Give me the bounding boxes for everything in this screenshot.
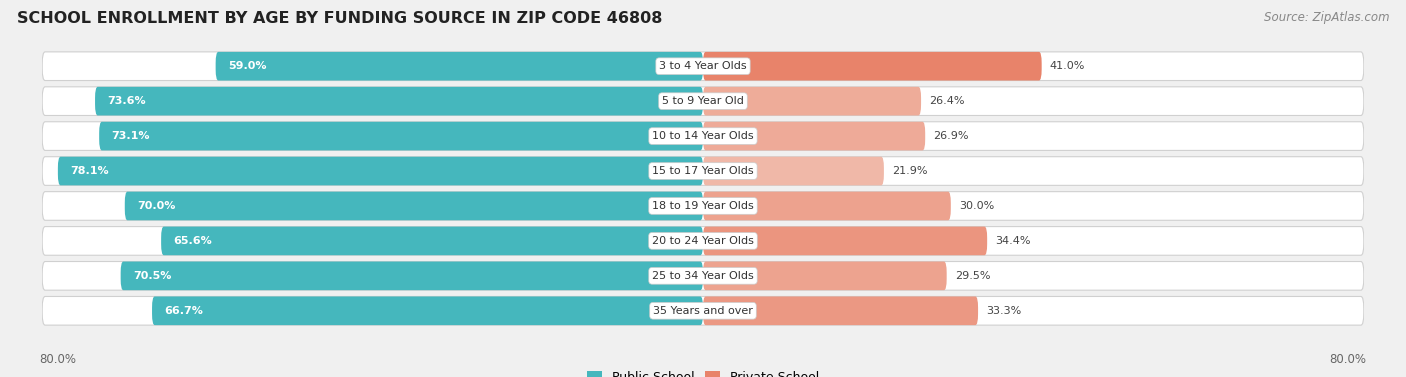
FancyBboxPatch shape [42, 52, 1364, 81]
Text: 29.5%: 29.5% [955, 271, 990, 281]
Text: 5 to 9 Year Old: 5 to 9 Year Old [662, 96, 744, 106]
FancyBboxPatch shape [42, 227, 1364, 255]
FancyBboxPatch shape [703, 87, 921, 115]
FancyBboxPatch shape [42, 192, 1364, 220]
FancyBboxPatch shape [703, 52, 1042, 81]
Text: 10 to 14 Year Olds: 10 to 14 Year Olds [652, 131, 754, 141]
FancyBboxPatch shape [42, 122, 1364, 150]
FancyBboxPatch shape [703, 262, 946, 290]
Text: 35 Years and over: 35 Years and over [652, 306, 754, 316]
FancyBboxPatch shape [703, 296, 979, 325]
Legend: Public School, Private School: Public School, Private School [582, 366, 824, 377]
Text: 3 to 4 Year Olds: 3 to 4 Year Olds [659, 61, 747, 71]
Text: 80.0%: 80.0% [1330, 353, 1367, 366]
Text: Source: ZipAtlas.com: Source: ZipAtlas.com [1264, 11, 1389, 24]
Text: 59.0%: 59.0% [228, 61, 267, 71]
FancyBboxPatch shape [42, 262, 1364, 290]
Text: 26.9%: 26.9% [934, 131, 969, 141]
FancyBboxPatch shape [152, 296, 703, 325]
FancyBboxPatch shape [58, 157, 703, 185]
Text: 80.0%: 80.0% [39, 353, 76, 366]
Text: 20 to 24 Year Olds: 20 to 24 Year Olds [652, 236, 754, 246]
Text: 25 to 34 Year Olds: 25 to 34 Year Olds [652, 271, 754, 281]
Text: 66.7%: 66.7% [165, 306, 204, 316]
Text: 41.0%: 41.0% [1050, 61, 1085, 71]
FancyBboxPatch shape [125, 192, 703, 220]
FancyBboxPatch shape [100, 122, 703, 150]
FancyBboxPatch shape [215, 52, 703, 81]
Text: 15 to 17 Year Olds: 15 to 17 Year Olds [652, 166, 754, 176]
FancyBboxPatch shape [162, 227, 703, 255]
FancyBboxPatch shape [96, 87, 703, 115]
Text: 73.6%: 73.6% [107, 96, 146, 106]
Text: SCHOOL ENROLLMENT BY AGE BY FUNDING SOURCE IN ZIP CODE 46808: SCHOOL ENROLLMENT BY AGE BY FUNDING SOUR… [17, 11, 662, 26]
Text: 70.5%: 70.5% [134, 271, 172, 281]
FancyBboxPatch shape [703, 122, 925, 150]
FancyBboxPatch shape [703, 157, 884, 185]
Text: 78.1%: 78.1% [70, 166, 108, 176]
FancyBboxPatch shape [121, 262, 703, 290]
Text: 73.1%: 73.1% [111, 131, 150, 141]
Text: 26.4%: 26.4% [929, 96, 965, 106]
Text: 21.9%: 21.9% [893, 166, 928, 176]
FancyBboxPatch shape [42, 157, 1364, 185]
Text: 18 to 19 Year Olds: 18 to 19 Year Olds [652, 201, 754, 211]
Text: 65.6%: 65.6% [173, 236, 212, 246]
FancyBboxPatch shape [42, 87, 1364, 115]
FancyBboxPatch shape [703, 192, 950, 220]
Text: 30.0%: 30.0% [959, 201, 994, 211]
Text: 34.4%: 34.4% [995, 236, 1031, 246]
Text: 33.3%: 33.3% [987, 306, 1022, 316]
Text: 70.0%: 70.0% [138, 201, 176, 211]
FancyBboxPatch shape [703, 227, 987, 255]
FancyBboxPatch shape [42, 296, 1364, 325]
